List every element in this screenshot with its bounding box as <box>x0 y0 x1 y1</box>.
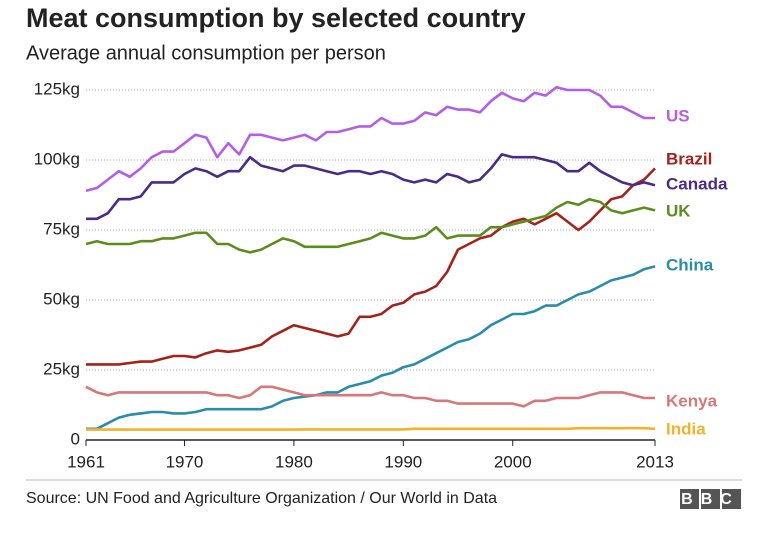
series-label: UK <box>666 201 691 220</box>
series-line <box>86 153 656 221</box>
series-line <box>86 167 656 366</box>
logo-text: BBC <box>681 491 740 508</box>
y-tick-label: 125kg <box>34 79 80 98</box>
source-note: Source: UN Food and Agriculture Organiza… <box>26 490 497 507</box>
y-tick-label: 25kg <box>43 359 80 378</box>
series-label: Kenya <box>666 391 718 410</box>
logo-block <box>722 489 741 509</box>
series-label: China <box>666 255 714 274</box>
y-tick-label: 100kg <box>34 149 80 168</box>
x-tick-label: 1990 <box>384 452 422 471</box>
x-tick-label: 2013 <box>636 452 674 471</box>
logo-block <box>680 489 699 509</box>
chart-title: Meat consumption by selected country <box>26 3 526 33</box>
series-line <box>86 426 656 431</box>
x-tick-label: 2000 <box>494 452 532 471</box>
y-tick-label: 75kg <box>43 219 80 238</box>
series-line <box>86 265 656 431</box>
chart-subtitle: Average annual consumption per person <box>26 42 386 64</box>
x-tick-label: 1980 <box>275 452 313 471</box>
series-label: Canada <box>666 174 728 193</box>
x-tick-label: 1970 <box>166 452 204 471</box>
bbc-logo: BBC <box>680 489 741 509</box>
series-label: Brazil <box>666 149 712 168</box>
series-line <box>85 197 656 254</box>
series-label: India <box>666 419 706 438</box>
series-line <box>85 85 655 193</box>
y-tick-label: 50kg <box>43 289 80 308</box>
y-tick-label: 0 <box>71 429 80 448</box>
logo-block <box>701 489 720 509</box>
series-label: US <box>666 106 690 125</box>
x-tick-label: 1961 <box>67 452 105 471</box>
series-line <box>85 385 655 408</box>
